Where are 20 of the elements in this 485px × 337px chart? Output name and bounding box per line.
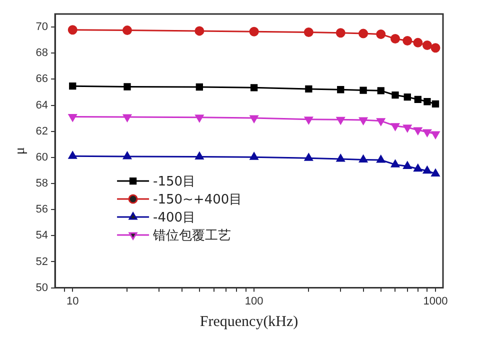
- y-tick-label: 62: [36, 125, 48, 138]
- y-tick-label: 52: [36, 256, 48, 268]
- y-tick-label: 66: [36, 73, 48, 86]
- x-axis-title: Frequency(kHz): [200, 314, 298, 330]
- y-tick-label: 68: [36, 47, 48, 60]
- x-tick-label: 100: [244, 295, 264, 308]
- y-tick-label: 64: [36, 99, 48, 112]
- x-tick-label: 1000: [423, 295, 448, 308]
- y-tick-label: 70: [36, 21, 48, 34]
- y-tick-label: 60: [36, 151, 48, 164]
- y-tick-label: 54: [36, 230, 48, 242]
- y-tick-label: 50: [36, 282, 48, 294]
- y-tick-label: 56: [36, 204, 48, 216]
- legend-label: -150目: [153, 174, 196, 190]
- legend-label: -400目: [153, 210, 196, 226]
- y-axis-title: μ: [13, 147, 28, 155]
- y-tick-label: 58: [36, 178, 48, 190]
- x-tick-label: 10: [66, 295, 79, 308]
- legend-label: 错位包覆工艺: [152, 228, 232, 244]
- legend-label: -150~+400目: [153, 192, 242, 208]
